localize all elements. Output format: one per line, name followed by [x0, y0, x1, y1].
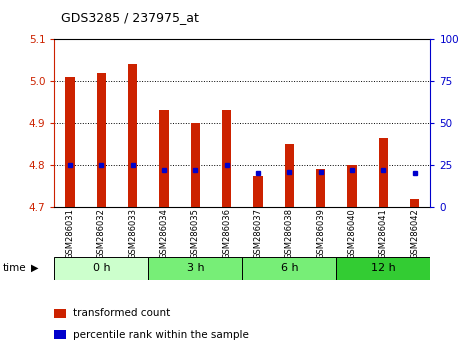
Text: 3 h: 3 h [186, 263, 204, 273]
Text: 0 h: 0 h [93, 263, 110, 273]
Text: transformed count: transformed count [73, 308, 171, 318]
Bar [128, 64, 138, 207]
Bar [96, 73, 106, 207]
Bar [54, 257, 149, 280]
Bar [191, 123, 200, 207]
Bar [243, 257, 336, 280]
Bar [410, 199, 420, 207]
Bar [149, 257, 243, 280]
Bar [222, 110, 231, 207]
Bar [65, 77, 75, 207]
Bar [379, 138, 388, 207]
Text: time: time [2, 263, 26, 273]
Bar [347, 165, 357, 207]
Text: percentile rank within the sample: percentile rank within the sample [73, 330, 249, 339]
Text: 6 h: 6 h [280, 263, 298, 273]
Text: GDS3285 / 237975_at: GDS3285 / 237975_at [61, 11, 199, 24]
Bar [316, 169, 325, 207]
Bar [336, 257, 430, 280]
Text: 12 h: 12 h [371, 263, 396, 273]
Bar [285, 144, 294, 207]
Text: ▶: ▶ [31, 263, 38, 273]
Bar [159, 110, 169, 207]
Bar [254, 176, 263, 207]
